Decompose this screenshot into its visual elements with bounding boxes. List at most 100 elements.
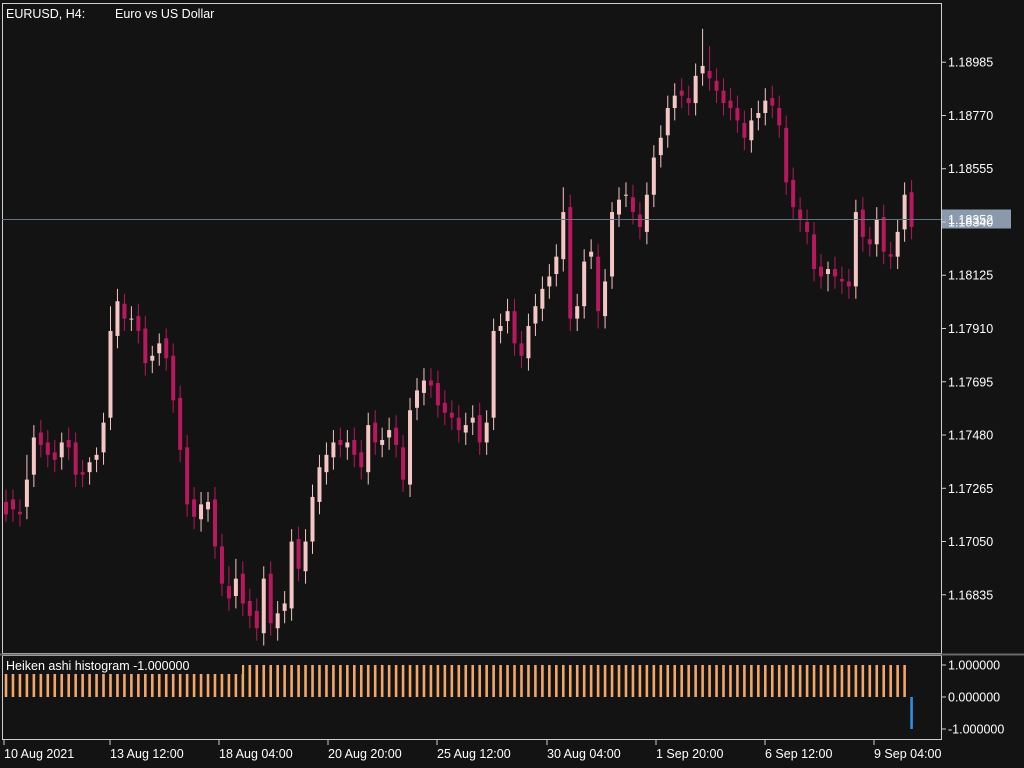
time-axis[interactable]: 10 Aug 2021 13 Aug 12:00 18 Aug 04:00 20 Au… xyxy=(3,740,941,761)
histogram-bar xyxy=(610,665,614,697)
candle xyxy=(233,558,238,609)
candle xyxy=(212,487,217,559)
histogram-bar xyxy=(770,665,774,697)
histogram-bar xyxy=(234,665,238,697)
candle-body xyxy=(296,539,301,569)
candle-body xyxy=(442,402,447,413)
candle xyxy=(171,343,176,413)
candle xyxy=(101,412,106,465)
candle xyxy=(825,261,830,292)
candle xyxy=(617,187,622,227)
time-tick-label: 13 Aug 12:00 xyxy=(110,747,184,761)
histogram-bar xyxy=(548,665,551,697)
candle-body xyxy=(247,600,252,616)
histogram-bar xyxy=(903,665,906,697)
candle xyxy=(812,221,817,282)
histogram-bar xyxy=(659,665,663,697)
histogram-bar xyxy=(589,665,593,697)
candle-body xyxy=(651,157,656,195)
histogram-bar xyxy=(701,665,704,697)
candle-body xyxy=(359,452,364,468)
histogram-bar xyxy=(582,665,586,697)
candle xyxy=(38,420,43,458)
candle xyxy=(24,454,29,520)
candle xyxy=(603,269,608,329)
histogram-bar xyxy=(868,665,872,697)
candle xyxy=(707,46,712,91)
candle-body xyxy=(289,541,294,609)
candle xyxy=(261,566,266,646)
candle xyxy=(540,276,545,322)
candle xyxy=(449,400,454,431)
histogram-bar xyxy=(652,665,656,697)
candle xyxy=(52,439,57,473)
candle-body xyxy=(770,98,775,106)
candle-body xyxy=(630,197,635,213)
candle-body xyxy=(38,432,43,445)
histogram-bar xyxy=(687,665,690,697)
price-tick-label: 1.17050 xyxy=(948,535,993,549)
candle-body xyxy=(470,417,475,423)
candle-body xyxy=(568,207,573,319)
candle-body xyxy=(825,269,830,275)
candle-body xyxy=(867,239,872,245)
candle xyxy=(763,88,768,126)
candle-body xyxy=(150,355,155,361)
candle-body xyxy=(846,281,851,287)
indicator-axis[interactable]: 1.000000 0.000000 -1.000000 xyxy=(941,659,1004,737)
candle-body xyxy=(505,311,510,322)
candle-body xyxy=(45,442,50,455)
candle xyxy=(359,439,364,480)
price-axis[interactable]: 1.18985 1.18770 1.18555 1.18340 1.18125 1.179… xyxy=(941,56,993,603)
candle xyxy=(401,435,406,492)
candle-body xyxy=(909,192,914,227)
price-tick-label: 1.18125 xyxy=(948,269,993,283)
candle-body xyxy=(136,316,141,331)
candle xyxy=(199,491,204,532)
histogram-bar xyxy=(743,665,746,697)
time-tick-label: 30 Aug 04:00 xyxy=(547,747,621,761)
candle xyxy=(582,249,587,319)
candle xyxy=(178,385,183,463)
histogram-bar xyxy=(596,665,600,697)
current-price-label: 1.18352 xyxy=(948,213,993,227)
indicator-title: Heiken ashi histogram -1.000000 xyxy=(6,659,189,673)
candle xyxy=(247,588,252,629)
candle-body xyxy=(310,496,315,542)
candle xyxy=(296,526,301,582)
indicator-tick-label: -1.000000 xyxy=(948,723,1004,737)
histogram-bar xyxy=(283,665,286,697)
histogram-bar xyxy=(206,665,210,697)
histogram-bar xyxy=(861,665,865,697)
candle xyxy=(839,266,844,294)
histogram-bar xyxy=(910,697,913,729)
histogram-bar xyxy=(290,665,293,697)
histogram-bar xyxy=(262,665,266,697)
histogram-bar xyxy=(11,665,15,697)
candle-body xyxy=(742,122,747,138)
candle xyxy=(679,78,684,109)
histogram-bar xyxy=(53,665,57,697)
candle-body xyxy=(394,427,399,445)
candle xyxy=(888,241,893,270)
candle xyxy=(80,459,85,488)
histogram-bar xyxy=(276,665,279,697)
candle xyxy=(484,410,489,455)
histogram-bar xyxy=(673,665,677,697)
histogram-bar xyxy=(450,665,454,697)
histogram-bar xyxy=(116,665,119,697)
candle-body xyxy=(589,251,594,257)
histogram-bar xyxy=(478,665,481,697)
candle-body xyxy=(192,499,197,517)
candle xyxy=(428,368,433,398)
candle-body xyxy=(477,415,482,443)
histogram-bar xyxy=(457,665,461,697)
candle xyxy=(846,269,851,299)
candle-body xyxy=(617,199,622,215)
candle xyxy=(206,491,211,522)
candle-body xyxy=(610,212,615,277)
histogram-bar xyxy=(81,665,84,697)
candle xyxy=(575,293,580,331)
candle-body xyxy=(408,410,413,485)
